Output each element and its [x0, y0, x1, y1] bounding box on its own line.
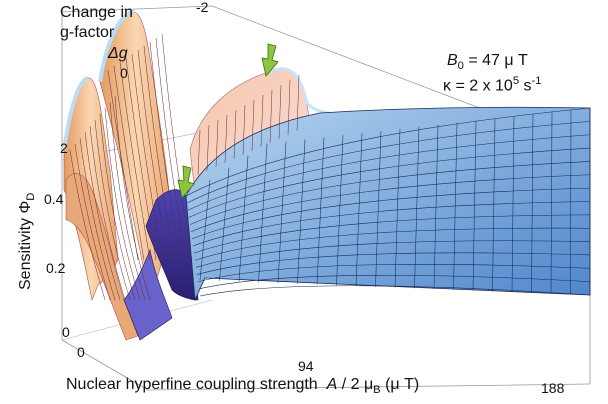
grid-row	[194, 227, 591, 261]
ridge-mesh	[69, 33, 300, 301]
ridge-line	[137, 49, 169, 261]
grid-row	[189, 161, 591, 225]
ridge-line	[119, 61, 151, 261]
grid-column	[394, 128, 401, 288]
ridge-line	[251, 99, 255, 152]
z-tick-04: 0.4	[44, 191, 64, 207]
dg-tick-2: 2	[60, 140, 68, 156]
grid-column	[355, 133, 363, 287]
ridge-line	[224, 114, 228, 164]
grid-column	[511, 116, 515, 293]
dg-label-line1: Change in	[60, 4, 133, 21]
grid-row	[192, 201, 591, 247]
z-axis-label: Sensitivity ΦD	[17, 192, 38, 290]
ridge-line	[107, 69, 139, 261]
grid-row	[190, 174, 591, 232]
grid-column	[258, 143, 268, 283]
ridge-line	[206, 124, 210, 172]
ridge-line	[74, 143, 111, 301]
ridge-line	[197, 129, 201, 176]
ridge-line	[233, 109, 237, 160]
ridge-line	[113, 65, 145, 261]
grid-column	[238, 155, 249, 282]
grid-column	[414, 126, 420, 289]
ridge-line	[79, 137, 116, 301]
grid-column	[316, 137, 325, 285]
grid-column	[336, 135, 344, 286]
grid-row	[193, 214, 591, 254]
grid-row	[185, 107, 591, 197]
dg-tick-0: 0	[120, 65, 128, 81]
grid-column	[570, 110, 572, 295]
grid-row	[195, 240, 591, 268]
ridge-front	[65, 173, 139, 341]
dg-tick-minus2: -2	[196, 0, 209, 15]
grid-row	[197, 264, 591, 282]
ridge-line	[99, 113, 136, 301]
grid-row	[199, 285, 591, 297]
grid-column	[375, 131, 382, 287]
z-tick-02: 0.2	[46, 260, 66, 276]
grid-column	[199, 179, 211, 281]
grid-column	[492, 118, 496, 292]
ridge-line	[269, 89, 273, 144]
grid-row	[187, 134, 591, 211]
grid-column	[433, 124, 439, 290]
ridge-line	[161, 33, 193, 261]
ridge-line	[104, 107, 141, 301]
ridge-line	[155, 37, 187, 261]
grid-row	[191, 187, 591, 240]
grid-column	[277, 141, 287, 284]
grid-column	[297, 139, 306, 284]
arrow-lower	[177, 165, 195, 199]
surface-grid	[185, 107, 591, 297]
dg-label-line2: g-factor	[60, 24, 115, 41]
grid-column	[550, 112, 553, 294]
ridge-line	[287, 79, 291, 136]
x-tick-0: 0	[77, 344, 85, 360]
z-tick-0: 0	[62, 324, 70, 340]
ridge-line	[114, 95, 151, 301]
grid-column	[219, 167, 230, 281]
ridge-line	[125, 57, 157, 261]
ridge-line	[89, 125, 126, 301]
grid-row	[188, 147, 591, 218]
kappa-annotation: κ = 2 x 105 s-1	[443, 75, 542, 95]
grid-column	[472, 120, 477, 291]
grid-column	[453, 122, 458, 290]
grid-row	[196, 252, 591, 275]
ridge-line	[84, 131, 121, 301]
ridge-line	[278, 84, 282, 140]
ridge-line	[143, 45, 175, 261]
x-tick-94: 94	[298, 358, 314, 374]
x-tick-188: 188	[541, 380, 565, 396]
ridge-line	[296, 74, 300, 132]
b0-annotation: B0 = 47 μ T	[447, 52, 528, 73]
grid-row	[186, 121, 591, 204]
arrow-upper	[261, 43, 279, 77]
ridge-line	[242, 104, 246, 156]
ridge-line	[69, 149, 106, 301]
ridge-line	[215, 119, 219, 168]
ridge-line	[109, 101, 146, 301]
ridge-line	[94, 119, 131, 301]
ridge-line	[131, 53, 163, 261]
grid-column	[531, 114, 534, 293]
x-axis-label: Nuclear hyperfine coupling strength A / …	[66, 376, 420, 397]
ridge-line	[149, 41, 181, 261]
ridge-line	[260, 94, 264, 148]
grid-row	[198, 275, 591, 290]
dg-symbol: Δg	[108, 45, 128, 62]
